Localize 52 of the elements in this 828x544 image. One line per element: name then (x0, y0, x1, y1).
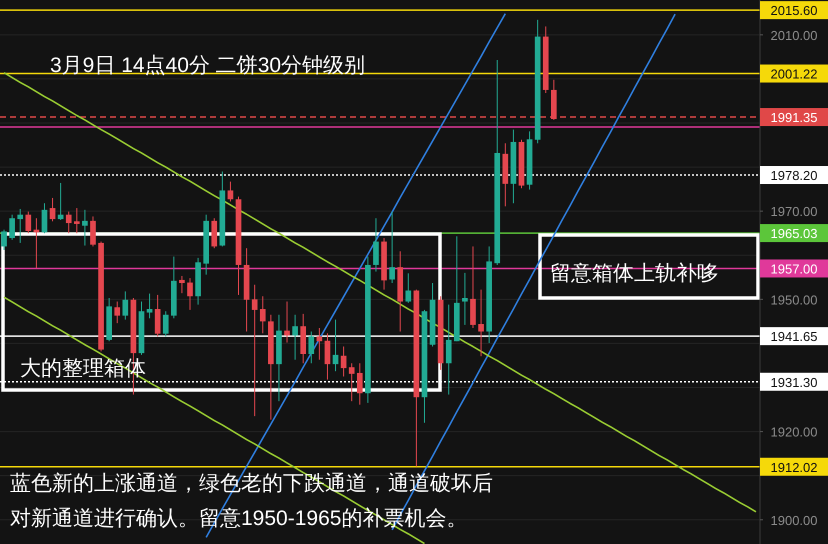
ref-line-label: 1912.02 (770, 460, 818, 475)
candlestick (42, 202, 48, 234)
ref-line-label: 2001.22 (770, 66, 818, 82)
candlestick (405, 272, 412, 304)
annotation: 留意箱体上轨补哆 (550, 262, 718, 285)
candlestick (146, 293, 152, 319)
candlestick (389, 211, 395, 284)
ref-line-label: 1957.00 (770, 261, 818, 276)
candlestick (74, 208, 80, 234)
candlestick (187, 278, 193, 310)
candlestick (292, 314, 298, 360)
candlestick (332, 319, 338, 372)
candlestick (228, 181, 234, 202)
candlestick (17, 208, 24, 244)
ref-line-label: 2015.60 (770, 3, 818, 18)
candlestick (478, 289, 484, 357)
y-tick-label: 1970.00 (770, 204, 818, 220)
candlestick (50, 197, 56, 222)
candlestick (9, 214, 15, 240)
ref-line-label: 1965.03 (770, 226, 818, 242)
candlestick (284, 301, 290, 344)
candlestick (114, 301, 120, 324)
y-tick-label: 1950.00 (770, 292, 818, 308)
candlestick (356, 362, 363, 406)
candlestick (58, 182, 64, 220)
candlestick (324, 332, 330, 380)
ref-line-label: 1978.20 (770, 168, 818, 184)
candlestick (179, 275, 185, 294)
y-tick-label: 2010.00 (770, 28, 818, 43)
text: 3月9日 14点40分 二饼30分钟级别 (50, 54, 366, 77)
candlestick (66, 211, 72, 234)
candlestick (348, 362, 355, 402)
candlestick (162, 310, 169, 337)
candlestick (260, 296, 266, 334)
candlestick (82, 209, 88, 246)
candlestick (25, 211, 32, 234)
ref-line-label: 1991.35 (770, 110, 818, 126)
y-tick-label: 1900.00 (770, 512, 818, 528)
candlestick (308, 331, 314, 364)
candlestick (340, 346, 346, 377)
y-tick-label: 1920.00 (770, 424, 818, 440)
candlestick (34, 218, 40, 269)
ref-line-label: 1931.30 (770, 374, 818, 390)
candlestick (446, 304, 452, 396)
candlestick (373, 218, 379, 272)
candlestick (90, 216, 96, 247)
candlestick (462, 272, 468, 326)
candlestick (252, 284, 258, 417)
candlestick (1, 229, 7, 250)
ref-line-label: 1941.65 (770, 329, 818, 344)
candlestick (122, 290, 128, 320)
candlestick (316, 327, 322, 360)
